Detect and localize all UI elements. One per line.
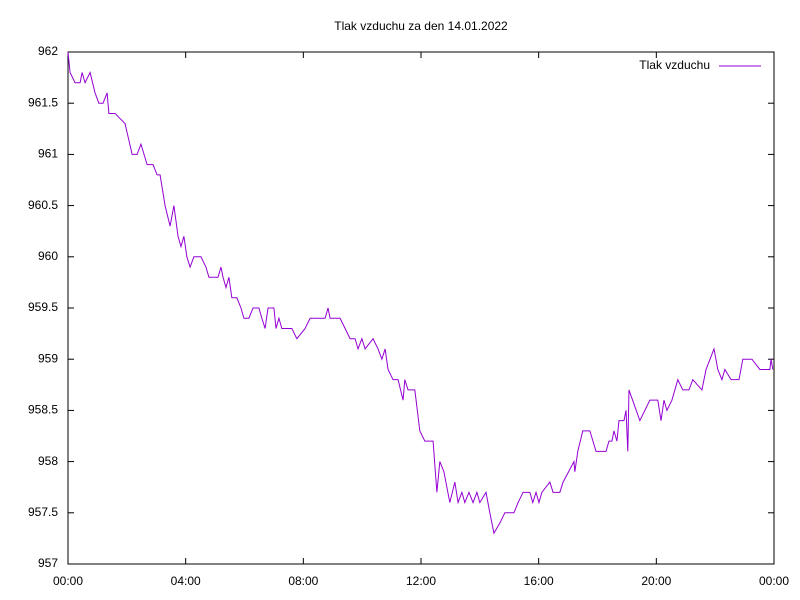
y-tick-label: 962 — [38, 44, 58, 58]
data-line — [67, 51, 774, 535]
y-tick-label: 959 — [38, 351, 58, 365]
y-tick-label: 957 — [38, 556, 58, 570]
y-tick-label: 958.5 — [28, 403, 58, 417]
y-tick-label: 957.5 — [28, 505, 58, 519]
y-tick-label: 958 — [38, 454, 58, 468]
y-tick-label: 960 — [38, 249, 58, 263]
x-tick-label: 00:00 — [759, 574, 789, 588]
y-tick-label: 959.5 — [28, 300, 58, 314]
legend-label: Tlak vzduchu — [639, 58, 710, 72]
chart-title: Tlak vzduchu za den 14.01.2022 — [334, 19, 508, 33]
y-tick-label: 961 — [38, 147, 58, 161]
x-tick-label: 12:00 — [406, 574, 436, 588]
x-tick-label: 00:00 — [53, 574, 83, 588]
x-tick-label: 16:00 — [524, 574, 554, 588]
x-tick-label: 04:00 — [171, 574, 201, 588]
x-tick-label: 20:00 — [641, 574, 671, 588]
y-tick-label: 961.5 — [28, 95, 58, 109]
x-tick-label: 08:00 — [288, 574, 318, 588]
y-tick-label: 960.5 — [28, 198, 58, 212]
